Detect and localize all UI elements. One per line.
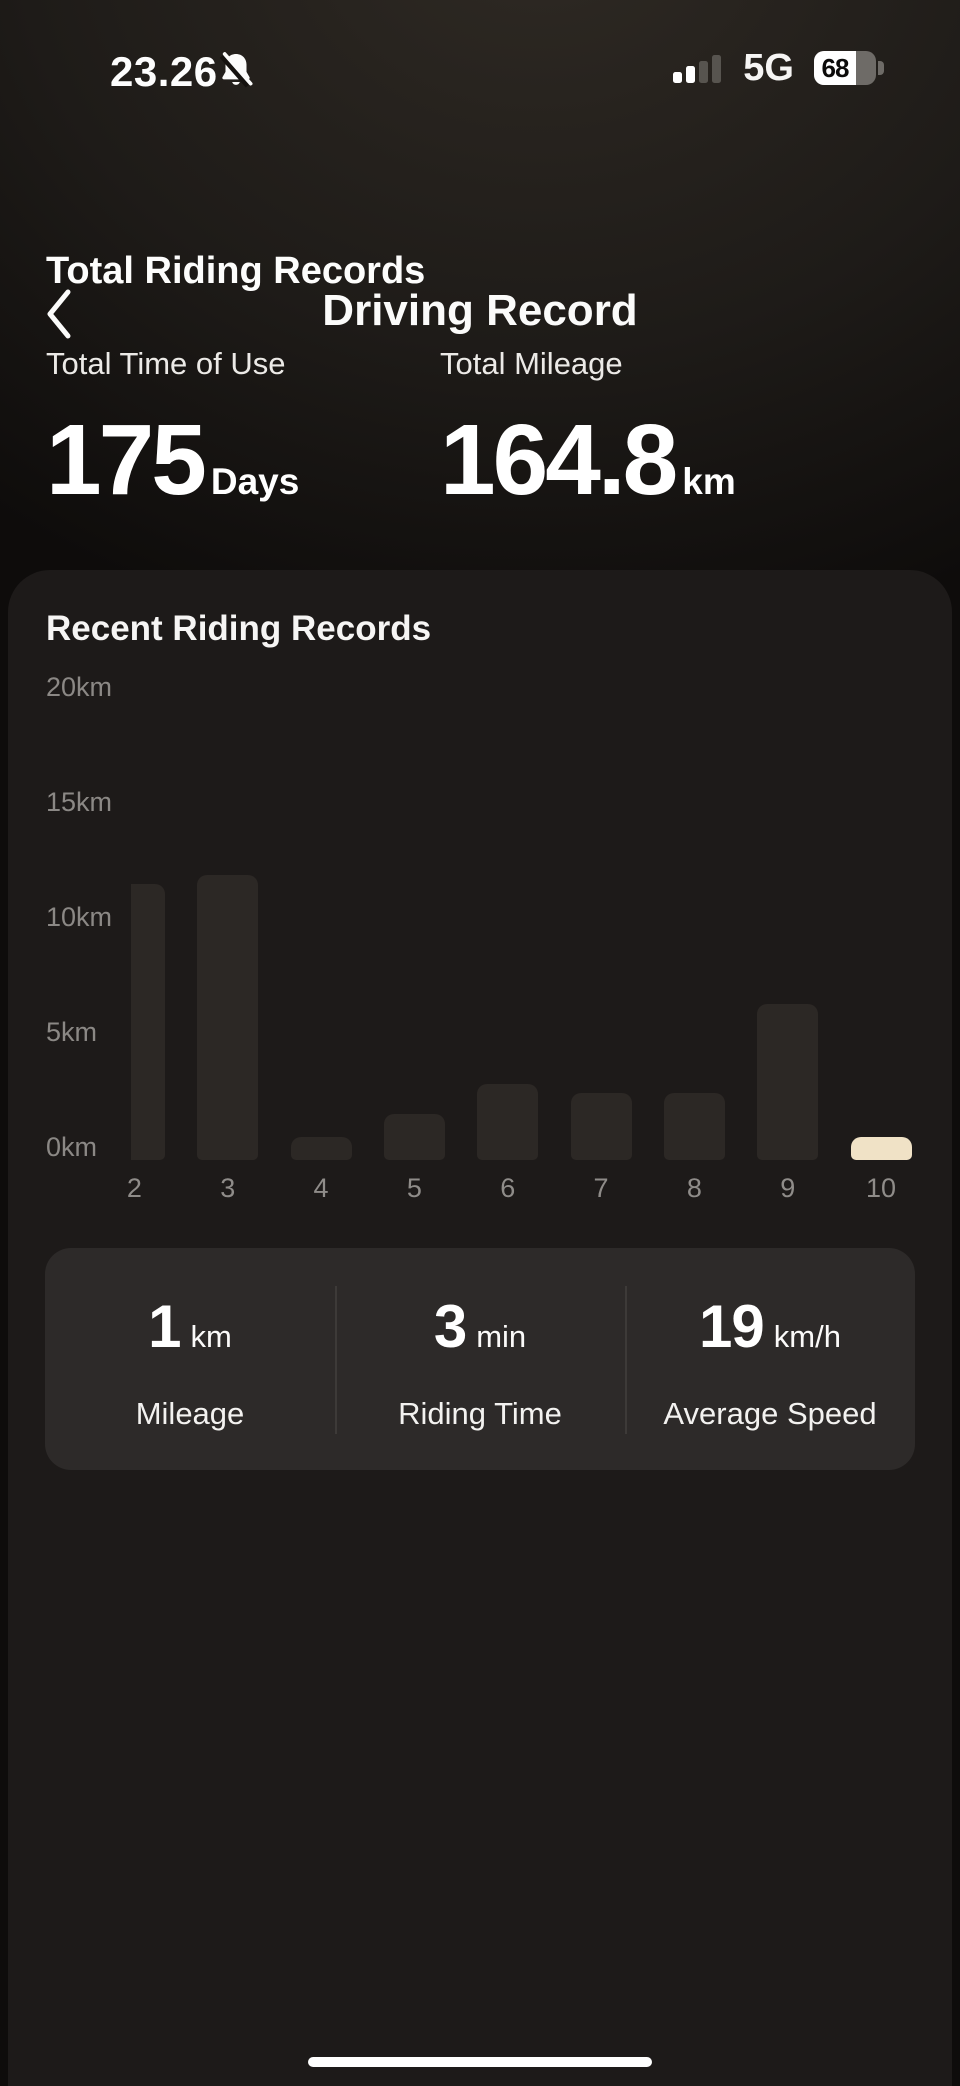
battery-icon: 68 — [814, 51, 884, 85]
header: Driving Record — [0, 138, 960, 339]
status-right-cluster: 5G 68 — [673, 46, 884, 89]
chart-x-axis: 2 3 4 5 6 7 8 9 10 — [127, 1173, 952, 1213]
total-time-label: Total Time of Use — [46, 346, 286, 381]
chart-bar-5[interactable] — [383, 1114, 445, 1160]
chart-x-label: 8 — [686, 1173, 702, 1203]
recent-riding-card: Recent Riding Records 0km 5km 10km 15km 20km… — [8, 570, 952, 2086]
network-type-label: 5G — [743, 46, 794, 89]
stats-divider — [335, 1286, 337, 1434]
chart-x-label: 4 — [313, 1173, 329, 1203]
stat-average-speed-unit: km/h — [773, 1319, 841, 1354]
stat-riding-time-unit: min — [476, 1319, 527, 1354]
status-bar: 23.26 5G 68 — [0, 0, 960, 110]
stat-mileage-value: 1 — [148, 1293, 181, 1360]
stat-riding-time-value: 3 — [433, 1293, 467, 1360]
stat-average-speed: 19 km/h Average Speed — [625, 1248, 915, 1470]
chart-bar-9[interactable] — [757, 1004, 819, 1160]
chart-x-label: 3 — [220, 1173, 236, 1203]
ride-stats-card: 1 km Mileage 3 min Riding Time 19 km/h A… — [45, 1248, 915, 1470]
chart-x-label: 6 — [500, 1173, 516, 1203]
chart-y-label: 0km — [46, 1132, 98, 1162]
chart-bar-8[interactable] — [663, 1093, 725, 1160]
total-mileage-unit: km — [682, 461, 736, 502]
chart-bar-3[interactable] — [197, 875, 259, 1160]
total-time-value: 175 — [46, 404, 207, 516]
chart-bar-2[interactable] — [131, 884, 165, 1160]
chart-y-label: 20km — [46, 672, 113, 702]
bell-slash-icon — [219, 52, 253, 88]
total-mileage-label: Total Mileage — [440, 346, 623, 381]
stat-average-speed-value: 19 — [699, 1293, 765, 1360]
chart-bar-7[interactable] — [570, 1093, 632, 1160]
chart-x-label: 7 — [593, 1173, 609, 1203]
chart-bar-6[interactable] — [477, 1084, 539, 1160]
total-time-unit: Days — [210, 461, 300, 502]
total-time-of-use: Total Time of Use 175 Days — [46, 346, 299, 510]
stat-riding-time: 3 min Riding Time — [335, 1248, 625, 1470]
stat-riding-time-label: Riding Time — [398, 1396, 562, 1431]
total-mileage: Total Mileage 164.8 km — [440, 346, 736, 510]
chart-x-label: 10 — [866, 1173, 897, 1203]
chart-plot — [131, 570, 952, 1160]
back-button[interactable] — [40, 284, 80, 344]
chart-bar-10[interactable] — [850, 1137, 912, 1160]
stat-mileage: 1 km Mileage — [45, 1248, 335, 1470]
chart-y-label: 15km — [46, 787, 113, 817]
battery-percent: 68 — [821, 52, 850, 83]
signal-strength-icon — [673, 53, 723, 83]
status-time: 23.26 — [110, 48, 218, 95]
chart-y-label: 5km — [46, 1017, 98, 1047]
chart-x-label: 5 — [406, 1173, 422, 1203]
stat-mileage-unit: km — [190, 1319, 232, 1354]
chart-bar-4[interactable] — [290, 1137, 352, 1160]
chart-x-label: 9 — [780, 1173, 796, 1203]
stat-mileage-label: Mileage — [135, 1396, 245, 1431]
battery-fill: 68 — [814, 51, 856, 85]
stats-divider — [625, 1286, 627, 1434]
home-indicator[interactable] — [308, 2057, 652, 2067]
stat-average-speed-label: Average Speed — [663, 1396, 877, 1431]
recent-riding-title: Recent Riding Records — [46, 609, 432, 648]
chart-x-label: 2 — [126, 1173, 142, 1203]
battery-cap — [878, 61, 884, 75]
totals-section-title: Total Riding Records — [46, 250, 426, 292]
page-title: Driving Record — [322, 286, 638, 335]
chart-y-label: 10km — [46, 902, 113, 932]
total-mileage-value: 164.8 — [440, 404, 678, 516]
